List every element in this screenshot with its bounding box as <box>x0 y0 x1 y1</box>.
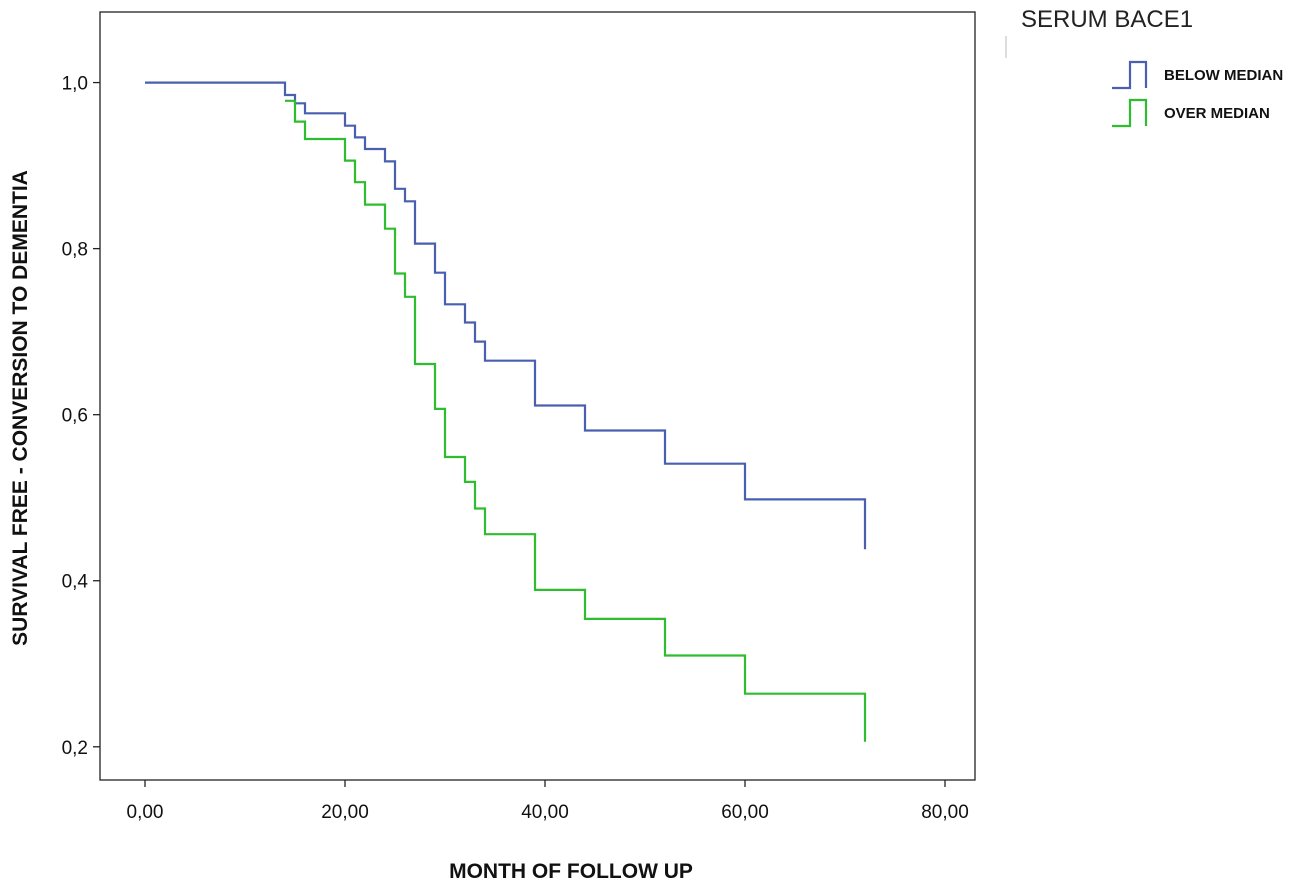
series-line-below-median <box>145 81 867 550</box>
x-tick-label: 80,00 <box>921 802 969 823</box>
y-tick-label: 0,8 <box>62 240 88 261</box>
x-tick-label: 40,00 <box>521 802 569 823</box>
y-axis-title: SURVIVAL FREE - CONVERSION TO DEMENTIA <box>9 170 32 646</box>
y-tick-label: 1,0 <box>62 74 88 95</box>
x-tick-label: 60,00 <box>721 802 769 823</box>
y-tick-label: 0,2 <box>62 738 88 759</box>
x-tick-label: 0,00 <box>127 802 164 823</box>
legend: BELOW MEDIAN OVER MEDIAN <box>1112 60 1283 128</box>
legend-swatch-over-median <box>1112 98 1148 128</box>
plot-frame <box>99 11 976 781</box>
series-line-over-median <box>285 99 867 742</box>
legend-label-over-median: OVER MEDIAN <box>1164 105 1270 122</box>
y-tick-label: 0,4 <box>62 572 89 593</box>
x-tick-label: 20,00 <box>321 802 369 823</box>
legend-title: SERUM BACE1 <box>1021 6 1193 33</box>
legend-swatch-below-median <box>1112 60 1148 90</box>
legend-label-below-median: BELOW MEDIAN <box>1164 67 1283 84</box>
y-axis: 0,2 0,4 0,6 0,8 1,0 <box>62 74 100 759</box>
x-axis-title: MONTH OF FOLLOW UP <box>449 860 693 883</box>
y-tick-label: 0,6 <box>62 406 88 427</box>
x-axis: 0,00 20,00 40,00 60,00 80,00 <box>127 780 969 823</box>
series-layer <box>145 81 867 742</box>
